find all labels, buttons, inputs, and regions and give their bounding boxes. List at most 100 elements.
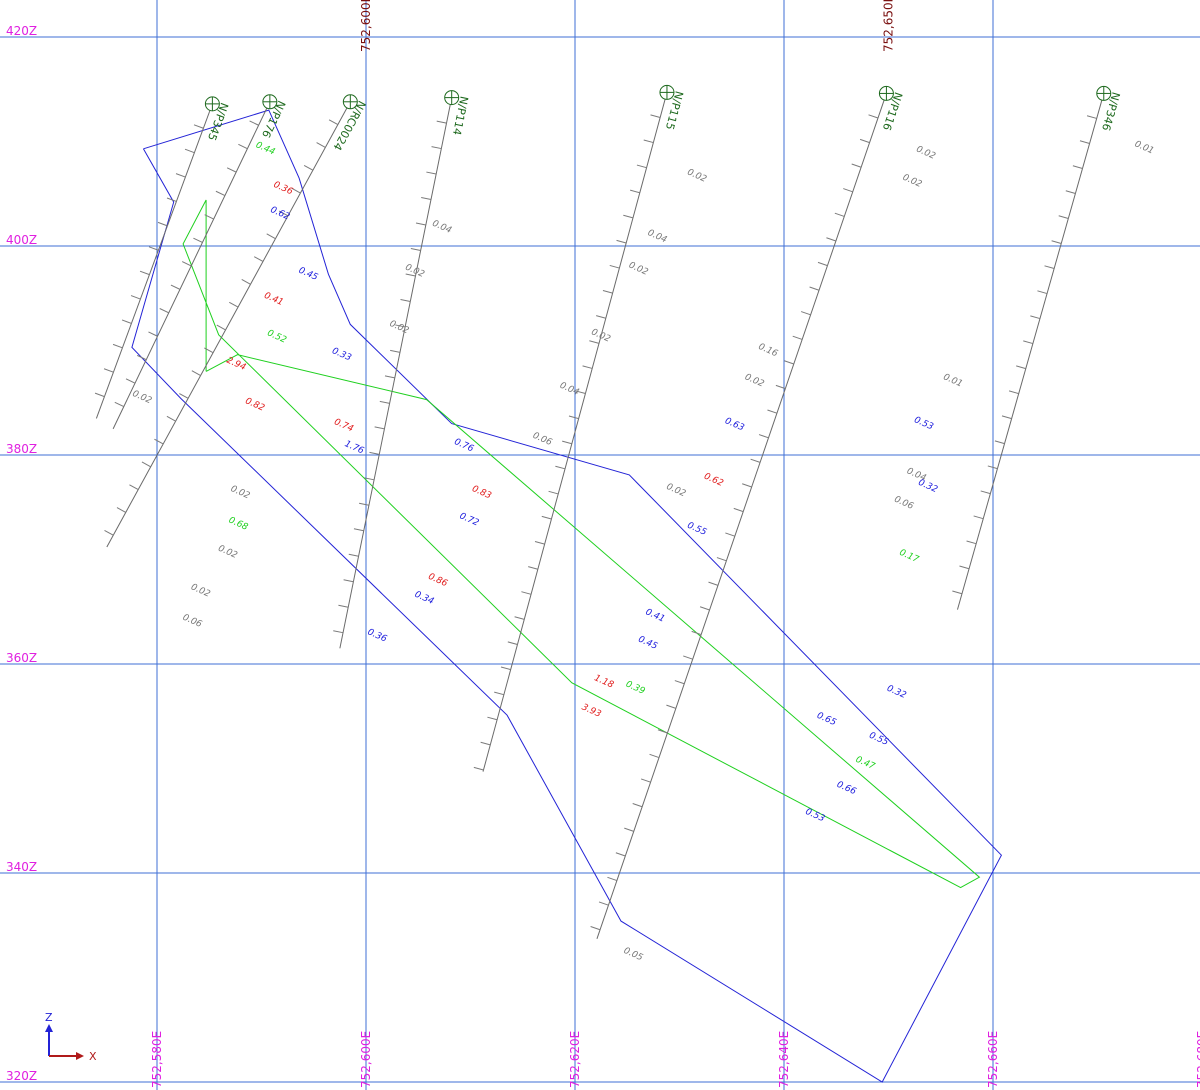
collar-marker-icon[interactable]: [262, 94, 278, 110]
assay-value: 0.36: [272, 180, 295, 197]
drillhole-trace: [482, 92, 668, 772]
depth-tick: [590, 926, 601, 931]
depth-tick: [1008, 390, 1019, 395]
depth-tick: [148, 246, 159, 251]
depth-tick: [328, 119, 339, 126]
depth-tick: [278, 210, 289, 217]
depth-tick: [374, 426, 385, 430]
easting-label: 752,640E: [777, 1031, 791, 1088]
assay-value: 0.74: [332, 417, 355, 434]
depth-tick: [674, 680, 685, 685]
collar-marker-icon[interactable]: [444, 90, 460, 106]
collar-marker-icon[interactable]: [1096, 85, 1112, 101]
depth-tick: [1058, 215, 1069, 219]
assay-value: 0.62: [269, 205, 292, 222]
depth-tick: [1065, 190, 1076, 194]
assay-value: 0.06: [892, 495, 915, 512]
assay-value: 0.02: [627, 261, 650, 278]
z-level-label: 360Z: [6, 651, 37, 665]
depth-tick: [775, 384, 786, 390]
assay-value: 0.17: [898, 548, 921, 565]
depth-tick: [784, 360, 794, 365]
depth-tick: [868, 114, 879, 119]
collar-marker-icon[interactable]: [878, 85, 894, 101]
depth-tick: [973, 515, 984, 520]
depth-tick: [575, 390, 586, 395]
depth-tick: [112, 343, 123, 349]
depth-tick: [966, 540, 977, 545]
assay-value: 1.76: [343, 439, 366, 456]
assay-value: 0.41: [262, 291, 284, 308]
drillhole: N/P116: [590, 85, 905, 939]
collar-marker-icon[interactable]: [204, 96, 220, 112]
depth-tick: [353, 528, 364, 532]
collar-marker-icon[interactable]: [659, 84, 675, 100]
assay-value: 0.01: [942, 372, 964, 389]
depth-tick: [369, 451, 380, 455]
assay-value: 0.02: [665, 482, 688, 499]
depth-tick: [159, 308, 169, 314]
assay-value: 0.65: [815, 711, 838, 728]
depth-tick: [390, 349, 401, 353]
assay-value: 0.45: [297, 266, 320, 283]
depth-tick: [666, 704, 677, 709]
assay-value: 0.68: [227, 516, 250, 533]
depth-tick: [1072, 165, 1083, 169]
depth-tick: [193, 124, 204, 129]
assay-value: 0.62: [702, 472, 725, 489]
assay-value: 0.41: [644, 607, 666, 624]
depth-tick: [415, 222, 426, 226]
assay-value: 0.32: [917, 478, 940, 495]
z-axis-arrowhead: [45, 1024, 53, 1032]
depth-tick: [410, 248, 421, 251]
assay-value: 3.93: [580, 703, 603, 720]
depth-tick: [241, 279, 251, 285]
drillholes: N/P345 N/P176 N/RC0024 N/P114 N/P115 N/P116 N/…: [94, 84, 1122, 939]
depth-tick: [683, 655, 693, 660]
depth-tick: [400, 298, 411, 302]
assay-value: 0.36: [366, 627, 389, 644]
drillhole-trace: [106, 101, 351, 548]
depth-tick: [607, 876, 618, 882]
depth-tick: [364, 477, 375, 481]
depth-tick: [1086, 115, 1097, 119]
depth-tick: [154, 438, 164, 445]
depth-tick: [632, 803, 643, 808]
depth-tick: [184, 148, 195, 154]
depth-tick: [348, 553, 359, 557]
drillhole-trace: [112, 101, 271, 430]
depth-tick: [179, 393, 189, 399]
depth-tick: [191, 370, 201, 376]
assay-value: 0.53: [912, 415, 935, 432]
assay-value: 0.02: [914, 145, 937, 162]
assay-value: 0.63: [723, 416, 746, 433]
depth-tick: [170, 284, 181, 290]
depth-tick: [216, 324, 226, 331]
depth-tick: [624, 827, 634, 832]
depth-tick: [1079, 140, 1090, 144]
depth-tick: [316, 142, 326, 148]
depth-tick: [384, 375, 395, 379]
depth-tick: [116, 507, 126, 513]
depth-tick: [137, 354, 147, 361]
z-level-label: 320Z: [6, 1069, 37, 1083]
depth-tick: [125, 378, 136, 384]
depth-tick: [750, 458, 761, 463]
assay-value: 0.66: [835, 780, 858, 797]
drillhole: N/P346: [952, 85, 1122, 610]
assay-value: 0.86: [426, 572, 449, 589]
depth-tick: [640, 778, 651, 783]
depth-tick: [851, 163, 862, 168]
drillhole: N/RC0024: [104, 94, 368, 548]
easting-label: 752,600E: [359, 1031, 373, 1088]
assay-value: 0.02: [216, 544, 239, 561]
depth-tick: [615, 852, 626, 857]
depth-tick: [94, 392, 105, 398]
depth-tick: [643, 139, 654, 144]
assay-value: 0.02: [901, 173, 924, 190]
depth-tick: [602, 290, 613, 294]
depth-tick: [103, 368, 114, 373]
depth-tick: [121, 319, 132, 324]
collar-marker-icon[interactable]: [342, 94, 358, 110]
depth-tick: [395, 324, 406, 328]
